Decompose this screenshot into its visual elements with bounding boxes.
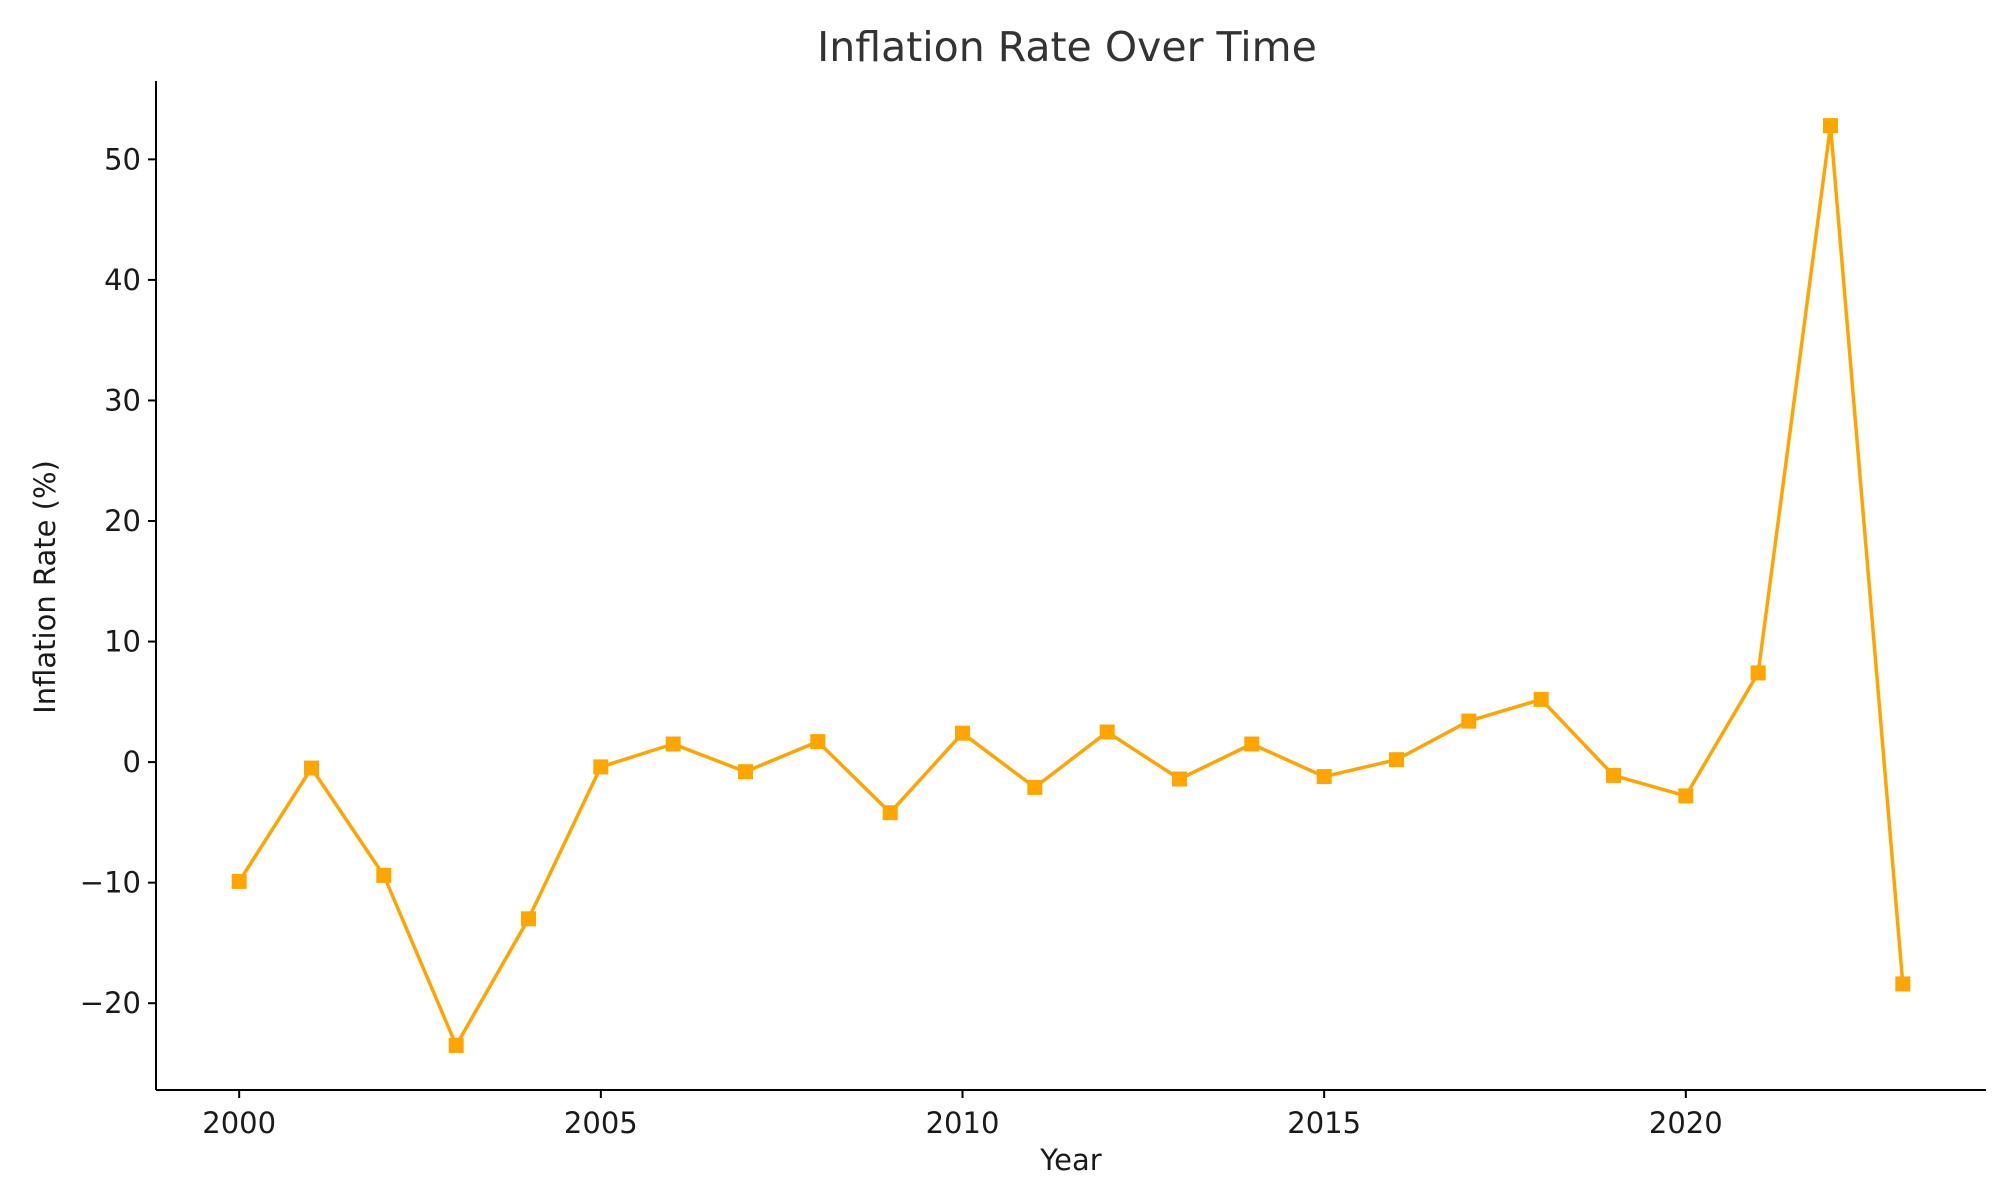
data-point-marker	[1172, 771, 1187, 787]
data-point-marker	[955, 725, 970, 741]
data-point-marker	[665, 736, 681, 752]
y-tick-label: 0	[123, 745, 141, 779]
x-tick-label: 2015	[1287, 1106, 1361, 1140]
data-point-marker	[1678, 788, 1694, 804]
data-point-marker	[810, 734, 826, 750]
y-axis-label: Inflation Rate (%)	[28, 460, 62, 714]
data-point-marker	[1895, 976, 1911, 992]
data-point-marker	[1099, 724, 1115, 740]
data-point-marker	[882, 805, 898, 821]
data-point-marker	[1244, 736, 1260, 752]
y-tick-label: −10	[80, 866, 141, 900]
data-point-marker	[1606, 767, 1621, 783]
data-point-marker	[521, 911, 536, 927]
y-tick-label: 10	[104, 625, 141, 659]
data-point-marker	[1533, 691, 1549, 707]
data-point-marker	[738, 764, 753, 780]
y-tick-label: 20	[104, 504, 141, 538]
series-markers	[231, 118, 1911, 1053]
x-tick-label: 2020	[1649, 1106, 1723, 1140]
x-tick-label: 2010	[926, 1106, 1000, 1140]
data-point-marker	[1461, 713, 1477, 729]
chart-title: Inflation Rate Over Time	[817, 23, 1317, 71]
data-point-marker	[1316, 769, 1332, 785]
series-line	[237, 123, 1905, 1048]
x-axis-label: Year	[1039, 1143, 1101, 1177]
y-tick-label: −20	[80, 986, 141, 1020]
y-tick-label: 30	[104, 383, 141, 417]
plot-area: 2000 2005 2010 2015 2020 −20 −10 0 10 20 30 40 50	[80, 81, 1986, 1140]
data-point-marker	[1823, 118, 1838, 134]
data-point-marker	[448, 1037, 464, 1053]
y-tick-label: 40	[104, 263, 141, 297]
x-tick-label: 2000	[202, 1106, 276, 1140]
data-point-marker	[1750, 665, 1766, 681]
y-tick-label: 50	[104, 142, 141, 176]
y-ticks: −20 −10 0 10 20 30 40 50	[80, 142, 156, 1020]
data-point-marker	[1027, 779, 1043, 795]
data-point-marker	[304, 760, 319, 776]
data-point-marker	[593, 759, 609, 775]
data-point-marker	[231, 873, 247, 889]
data-point-marker	[1389, 752, 1404, 768]
x-tick-label: 2005	[564, 1106, 638, 1140]
x-ticks: 2000 2005 2010 2015 2020	[202, 1090, 1723, 1140]
data-point-marker	[376, 867, 392, 883]
